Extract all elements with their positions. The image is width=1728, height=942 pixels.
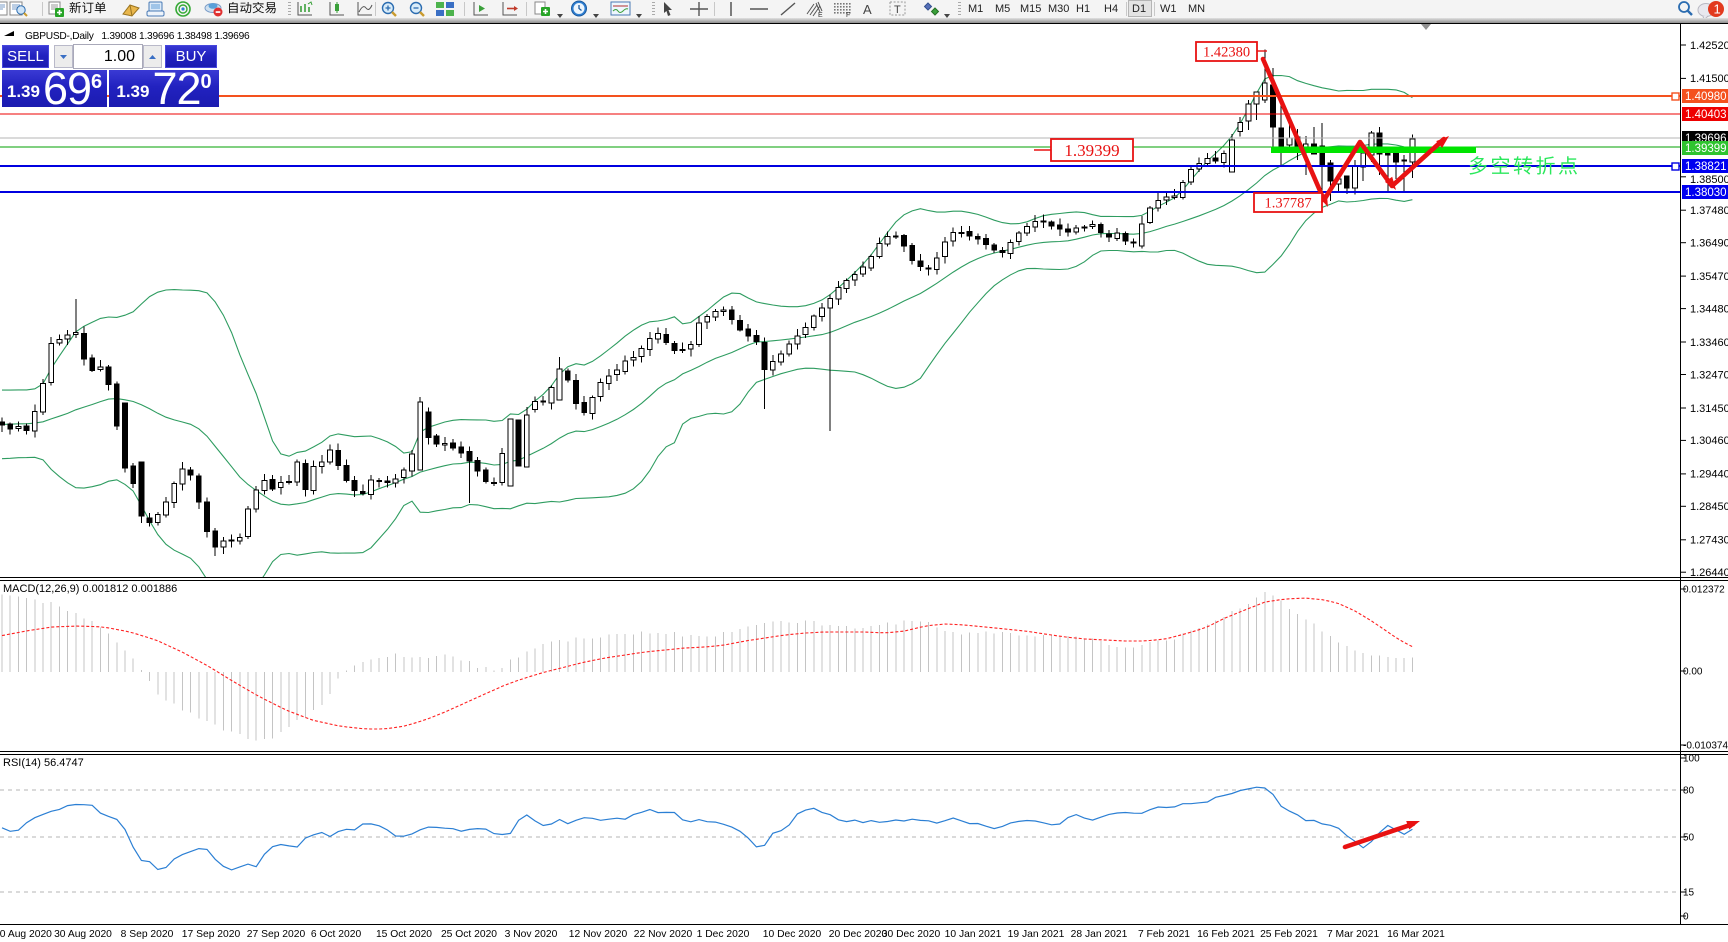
svg-text:E: E: [818, 12, 823, 18]
svg-text:8 Sep 2020: 8 Sep 2020: [121, 929, 174, 940]
svg-text:10 Dec 2020: 10 Dec 2020: [763, 929, 822, 940]
svg-text:12 Nov 2020: 12 Nov 2020: [569, 929, 628, 940]
svg-text:1.40403: 1.40403: [1685, 109, 1727, 121]
svg-text:19 Jan 2021: 19 Jan 2021: [1008, 929, 1065, 940]
svg-text:1.37787: 1.37787: [1264, 196, 1311, 212]
svg-text:25 Oct 2020: 25 Oct 2020: [441, 929, 497, 940]
svg-text:28 Jan 2021: 28 Jan 2021: [1071, 929, 1128, 940]
svg-text:16 Feb 2021: 16 Feb 2021: [1197, 929, 1255, 940]
svg-text:T: T: [894, 4, 901, 16]
svg-text:1: 1: [1714, 2, 1721, 17]
svg-text:-0.010374: -0.010374: [1683, 741, 1728, 752]
svg-text:1.40980: 1.40980: [1685, 91, 1727, 103]
svg-text:16 Mar 2021: 16 Mar 2021: [1387, 929, 1445, 940]
svg-text:F: F: [846, 12, 850, 18]
svg-text:50: 50: [1683, 833, 1695, 844]
svg-text:7 Mar 2021: 7 Mar 2021: [1327, 929, 1379, 940]
svg-text:1.34480: 1.34480: [1690, 303, 1728, 315]
svg-text:3 Nov 2020: 3 Nov 2020: [505, 929, 558, 940]
svg-text:0: 0: [1683, 912, 1689, 923]
svg-text:100: 100: [1683, 754, 1700, 765]
svg-text:10 Jan 2021: 10 Jan 2021: [945, 929, 1002, 940]
svg-text:20 Aug 2020: 20 Aug 2020: [0, 929, 52, 940]
svg-text:20 Dec 2020: 20 Dec 2020: [829, 929, 888, 940]
svg-text:1.26440: 1.26440: [1690, 567, 1728, 579]
svg-text:7 Feb 2021: 7 Feb 2021: [1138, 929, 1190, 940]
svg-text:1.36490: 1.36490: [1690, 238, 1728, 250]
svg-text:1.39399: 1.39399: [1064, 141, 1119, 160]
svg-text:GBPUSD-,Daily 1.39008 1.3969: GBPUSD-,Daily 1.39008 1.39696 1.38498 1.…: [25, 31, 250, 42]
svg-text:1.28450: 1.28450: [1690, 501, 1728, 513]
svg-text:1.27430: 1.27430: [1690, 535, 1728, 547]
svg-text:6 Oct 2020: 6 Oct 2020: [311, 929, 362, 940]
svg-text:15: 15: [1683, 888, 1695, 899]
svg-text:1.38030: 1.38030: [1685, 187, 1727, 199]
svg-text:17 Sep 2020: 17 Sep 2020: [182, 929, 241, 940]
svg-text:27 Sep 2020: 27 Sep 2020: [247, 929, 306, 940]
svg-text:1.32470: 1.32470: [1690, 369, 1728, 381]
svg-text:1.39399: 1.39399: [1685, 143, 1727, 155]
svg-text:1.31450: 1.31450: [1690, 403, 1728, 415]
svg-text:1 Dec 2020: 1 Dec 2020: [697, 929, 750, 940]
svg-text:1.42520: 1.42520: [1690, 40, 1728, 52]
svg-text:80: 80: [1683, 786, 1695, 797]
svg-text:30 Dec 2020: 30 Dec 2020: [882, 929, 941, 940]
svg-text:30 Aug 2020: 30 Aug 2020: [54, 929, 112, 940]
svg-text:MACD(12,26,9) 0.001812 0.00188: MACD(12,26,9) 0.001812 0.001886: [3, 583, 177, 595]
svg-text:1.41500: 1.41500: [1690, 73, 1728, 85]
svg-text:0.00: 0.00: [1683, 667, 1703, 678]
svg-text:1.38500: 1.38500: [1690, 174, 1728, 186]
svg-text:1.38821: 1.38821: [1685, 161, 1727, 173]
svg-text:0.012372: 0.012372: [1683, 585, 1725, 596]
svg-text:1.37480: 1.37480: [1690, 205, 1728, 217]
svg-text:22 Nov 2020: 22 Nov 2020: [634, 929, 693, 940]
svg-text:1.29440: 1.29440: [1690, 469, 1728, 481]
svg-text:1.33460: 1.33460: [1690, 337, 1728, 349]
svg-text:25 Feb 2021: 25 Feb 2021: [1260, 929, 1318, 940]
svg-text:1.35470: 1.35470: [1690, 271, 1728, 283]
svg-text:15 Oct 2020: 15 Oct 2020: [376, 929, 432, 940]
svg-text:RSI(14) 56.4747: RSI(14) 56.4747: [3, 757, 84, 769]
svg-text:1.42380: 1.42380: [1203, 45, 1250, 61]
svg-text:1.30460: 1.30460: [1690, 435, 1728, 447]
